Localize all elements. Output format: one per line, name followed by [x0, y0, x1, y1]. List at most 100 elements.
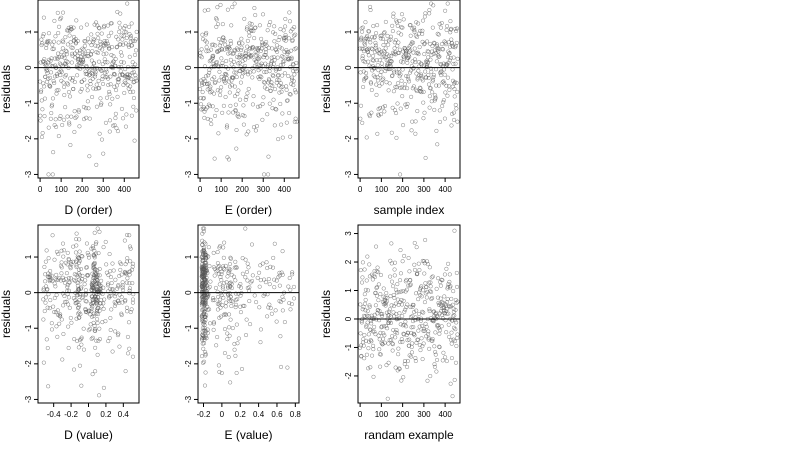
data-point	[377, 352, 382, 357]
x-tick-label: 200	[396, 185, 410, 194]
data-point	[199, 55, 204, 60]
data-point	[95, 31, 100, 36]
data-point	[447, 51, 452, 56]
data-point	[257, 305, 262, 310]
data-point	[48, 116, 53, 121]
data-point	[100, 77, 105, 82]
data-point	[115, 333, 121, 338]
data-point	[428, 66, 433, 71]
data-point	[360, 275, 365, 280]
data-point	[445, 1, 450, 6]
data-point	[407, 49, 412, 54]
x-tick-label: 0.4	[118, 410, 130, 419]
data-point	[436, 83, 442, 88]
data-point	[392, 40, 397, 45]
data-point	[242, 303, 247, 308]
data-point	[99, 101, 104, 106]
data-point	[96, 78, 101, 83]
y-tick-label: -3	[184, 170, 193, 178]
data-point	[201, 273, 206, 278]
data-point	[116, 298, 121, 303]
data-point	[455, 119, 460, 124]
data-point	[91, 272, 96, 278]
y-tick-label: -1	[184, 324, 193, 332]
data-point	[280, 308, 285, 313]
data-point	[358, 103, 364, 108]
data-point	[367, 114, 372, 119]
data-point	[447, 272, 452, 277]
data-point	[405, 359, 410, 364]
data-point	[415, 77, 420, 82]
data-point	[379, 81, 385, 86]
data-point	[437, 345, 442, 350]
data-point	[375, 131, 380, 136]
data-point	[211, 327, 216, 332]
data-point	[427, 265, 432, 270]
data-point	[287, 10, 292, 15]
data-point	[104, 262, 109, 267]
data-point	[387, 307, 392, 312]
data-point	[132, 138, 137, 143]
data-point	[218, 2, 223, 7]
data-point	[257, 284, 262, 289]
data-point	[133, 37, 138, 42]
data-point	[57, 321, 62, 326]
data-point	[440, 278, 445, 283]
data-point	[90, 72, 95, 77]
data-point	[378, 105, 383, 111]
data-point	[131, 96, 136, 101]
data-point	[113, 329, 118, 334]
data-point	[107, 129, 112, 134]
data-point	[288, 134, 293, 139]
data-point	[91, 261, 96, 266]
data-point	[204, 286, 209, 291]
data-point	[392, 267, 397, 272]
data-point	[63, 72, 69, 78]
data-point	[233, 259, 238, 264]
data-point	[83, 293, 88, 298]
data-point	[74, 300, 79, 305]
data-point	[223, 312, 228, 317]
data-point	[393, 38, 398, 43]
data-point	[95, 278, 100, 283]
data-point	[232, 1, 237, 6]
data-point	[210, 104, 215, 109]
data-point	[202, 8, 207, 13]
data-point	[262, 172, 267, 177]
data-point	[237, 41, 242, 46]
data-point	[293, 116, 298, 121]
data-point	[442, 67, 447, 72]
data-point	[405, 302, 410, 307]
data-point	[120, 300, 125, 305]
data-point	[398, 59, 403, 64]
y-tick-label: -1	[344, 99, 353, 107]
data-point	[277, 34, 282, 40]
data-point	[273, 106, 278, 111]
data-point	[97, 229, 102, 234]
data-point	[53, 34, 58, 39]
data-point	[127, 272, 132, 277]
data-point	[453, 26, 458, 31]
data-point	[201, 96, 206, 101]
data-point	[228, 103, 233, 108]
data-point	[396, 30, 401, 35]
data-point	[260, 261, 265, 266]
data-point	[97, 393, 102, 398]
data-point	[274, 319, 279, 324]
data-point	[230, 5, 235, 10]
data-point	[271, 74, 276, 79]
data-point	[76, 305, 81, 310]
data-point	[396, 66, 401, 71]
data-point	[279, 46, 284, 51]
data-point	[83, 51, 88, 56]
data-point	[52, 56, 57, 61]
data-point	[441, 79, 446, 84]
data-point	[274, 80, 279, 85]
data-point	[447, 334, 452, 339]
data-point	[232, 84, 237, 89]
data-point	[455, 335, 460, 341]
data-point	[110, 96, 115, 101]
data-point	[63, 48, 68, 53]
data-point	[440, 47, 446, 52]
data-point	[130, 264, 135, 269]
